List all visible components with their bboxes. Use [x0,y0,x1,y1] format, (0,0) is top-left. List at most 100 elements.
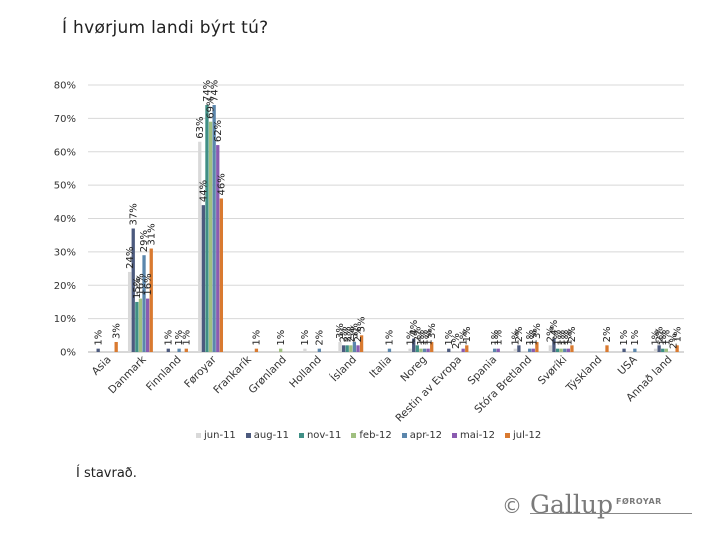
bar [675,345,679,352]
bar [219,198,224,352]
legend-swatch [298,433,304,438]
data-label: 1% [405,330,416,346]
bar [317,348,321,352]
bar [135,301,139,352]
data-label: 29% [139,230,150,252]
bar [517,345,521,352]
legend: jun-11 aug-11 nov-11 feb-12 apr-12 mai-12 jul-… [196,430,541,441]
data-label: 2% [451,333,462,349]
category-label: Ísland [328,353,359,384]
bar [513,348,517,352]
category-labels: AsiaDanmarkFinnlandFøroyarFrankaríkGrønl… [90,353,675,425]
category-label: USA [616,353,640,377]
category-label: Týskland [563,354,604,395]
data-labels: 1% 3%24%37%15%16%29%16%31%1% 1%1%63%44%74%… [93,80,683,349]
category-label: Italia [367,354,394,381]
bar [166,348,170,352]
bar [430,341,434,352]
data-label: 1% [444,330,455,346]
data-label: 2% [346,326,357,342]
category-label: Danmark [106,353,149,396]
data-label: 24% [125,247,136,269]
category-label: Asia [90,354,114,378]
y-tick-label: 20% [54,281,76,292]
bar [349,345,353,352]
data-label: 2% [339,326,350,342]
bar [661,348,665,352]
bar [142,255,146,352]
data-label: 2% [314,330,325,346]
legend-label: jul-12 [513,430,542,441]
bar [412,338,416,352]
bar [461,348,465,352]
legend-label: jun-11 [204,430,236,441]
legend-item: nov-11 [298,430,341,441]
bar [131,228,135,352]
data-label: 1% [553,330,564,346]
bar [552,338,556,352]
data-label: 3% [335,323,346,339]
category-label: Noreg [398,354,429,385]
bar [338,341,342,352]
bar [216,145,220,352]
data-label: 2% [669,333,680,349]
bar [531,348,535,352]
data-label: 1% [661,330,672,346]
grid-lines [88,84,684,353]
bar [205,105,209,353]
legend-item: aug-11 [245,430,289,441]
data-label: 63% [195,117,206,139]
data-label: 1% [630,330,641,346]
bar [177,348,181,352]
page-title: Í hvørjum landi býrt tú? [62,18,269,38]
brand-subtitle: FØROYAR [615,497,662,506]
bar [570,345,574,352]
bar [415,345,419,352]
data-label: 1% [416,330,427,346]
data-label: 1% [510,330,521,346]
bar [127,271,132,352]
bar [657,345,661,352]
data-label: 69% [206,96,217,118]
legend-item: apr-12 [401,430,442,441]
bar [408,348,412,352]
data-label: 1% [525,330,536,346]
data-label: 3% [427,323,438,339]
bar [559,348,563,352]
y-tick-label: 50% [54,181,76,192]
legend-swatch [401,433,407,438]
data-label: 2% [514,326,525,342]
category-label: Svøríki [536,354,570,388]
data-label: 1% [651,330,662,346]
category-label: Grønland [246,354,289,397]
bar [145,298,150,352]
bar [279,348,283,352]
bar [664,348,668,352]
footnote: Í stavrað. [76,466,137,481]
data-label: 1% [672,326,683,342]
data-label: 37% [128,203,139,225]
data-label: 4% [549,320,560,336]
data-label: 1% [490,330,501,346]
y-tick-label: 40% [54,214,76,225]
data-label: 74% [209,80,220,102]
category-label: Spania [466,354,500,388]
category-label: Finnland [144,354,184,394]
data-label: 2% [342,326,353,342]
legend-item: mai-12 [452,430,495,441]
bars [96,105,679,353]
data-label: 3% [350,323,361,339]
bar [496,348,500,352]
legend-swatch [452,433,458,438]
y-tick-label: 80% [54,81,76,92]
legend-item: jun-11 [196,430,236,441]
bar [359,335,364,352]
bar [653,348,658,352]
y-tick-label: 70% [54,114,76,125]
data-label: 1% [493,330,504,346]
data-label: 2% [353,326,364,342]
data-label: 1% [252,330,263,346]
bar [138,298,143,352]
data-label: 1% [458,330,469,346]
data-label: 1% [563,330,574,346]
